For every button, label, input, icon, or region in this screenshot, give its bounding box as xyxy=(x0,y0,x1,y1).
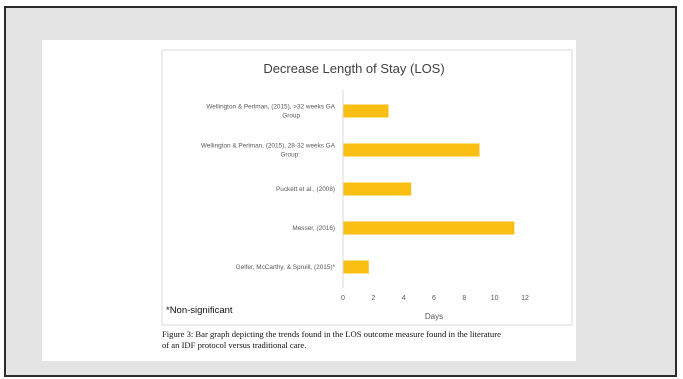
category-label-1-line-0: Wellington & Perlman, (2015), 28-32 week… xyxy=(201,143,336,150)
bar-0 xyxy=(343,104,389,118)
x-axis-label: Days xyxy=(425,312,443,321)
los-bar-chart: Decrease Length of Stay (LOS) Wellington… xyxy=(161,49,573,326)
significance-note: *Non-significant xyxy=(166,305,233,316)
slide-content: Decrease Length of Stay (LOS) Wellington… xyxy=(42,40,576,361)
x-tick-0: 0 xyxy=(341,295,345,302)
bars-layer xyxy=(343,104,515,274)
caption-line-2: of an IDF protocol versus traditional ca… xyxy=(162,340,307,350)
category-label-2: Puckett et al., (2008) xyxy=(276,186,335,193)
bar-2 xyxy=(343,182,412,196)
category-label-4: Gelfer, McCarthy, & Spruill, (2015)* xyxy=(236,264,336,271)
category-label-0: Wellington & Perlman, (2015), >32 weeks … xyxy=(206,104,335,120)
chart-title: Decrease Length of Stay (LOS) xyxy=(263,61,444,76)
bar-1 xyxy=(343,143,480,157)
bar-4 xyxy=(343,260,369,274)
x-tick-5: 10 xyxy=(491,295,499,302)
caption-line-1: Figure 3: Bar graph depicting the trends… xyxy=(162,329,501,339)
x-axis-ticks: 0 2 4 6 8 10 12 xyxy=(341,295,529,302)
category-label-1: Wellington & Perlman, (2015), 28-32 week… xyxy=(201,143,336,159)
x-tick-4: 8 xyxy=(462,295,466,302)
category-labels: Wellington & Perlman, (2015), >32 weeks … xyxy=(201,104,336,272)
x-tick-3: 6 xyxy=(432,295,436,302)
slide-frame: Decrease Length of Stay (LOS) Wellington… xyxy=(4,6,677,377)
category-label-2-line-0: Puckett et al., (2008) xyxy=(276,186,335,193)
category-label-4-line-0: Gelfer, McCarthy, & Spruill, (2015)* xyxy=(236,264,336,271)
category-label-0-line-0: Wellington & Perlman, (2015), >32 weeks … xyxy=(206,104,335,111)
category-label-3-line-0: Messer, (2016) xyxy=(292,225,335,232)
x-tick-2: 4 xyxy=(402,295,406,302)
x-tick-1: 2 xyxy=(371,295,375,302)
bar-3 xyxy=(343,221,515,235)
figure-caption: Figure 3: Bar graph depicting the trends… xyxy=(162,329,572,351)
category-label-0-line-1: Group xyxy=(282,113,300,120)
x-tick-6: 12 xyxy=(521,295,529,302)
category-label-1-line-1: Group: xyxy=(280,152,300,159)
category-label-3: Messer, (2016) xyxy=(292,225,335,232)
